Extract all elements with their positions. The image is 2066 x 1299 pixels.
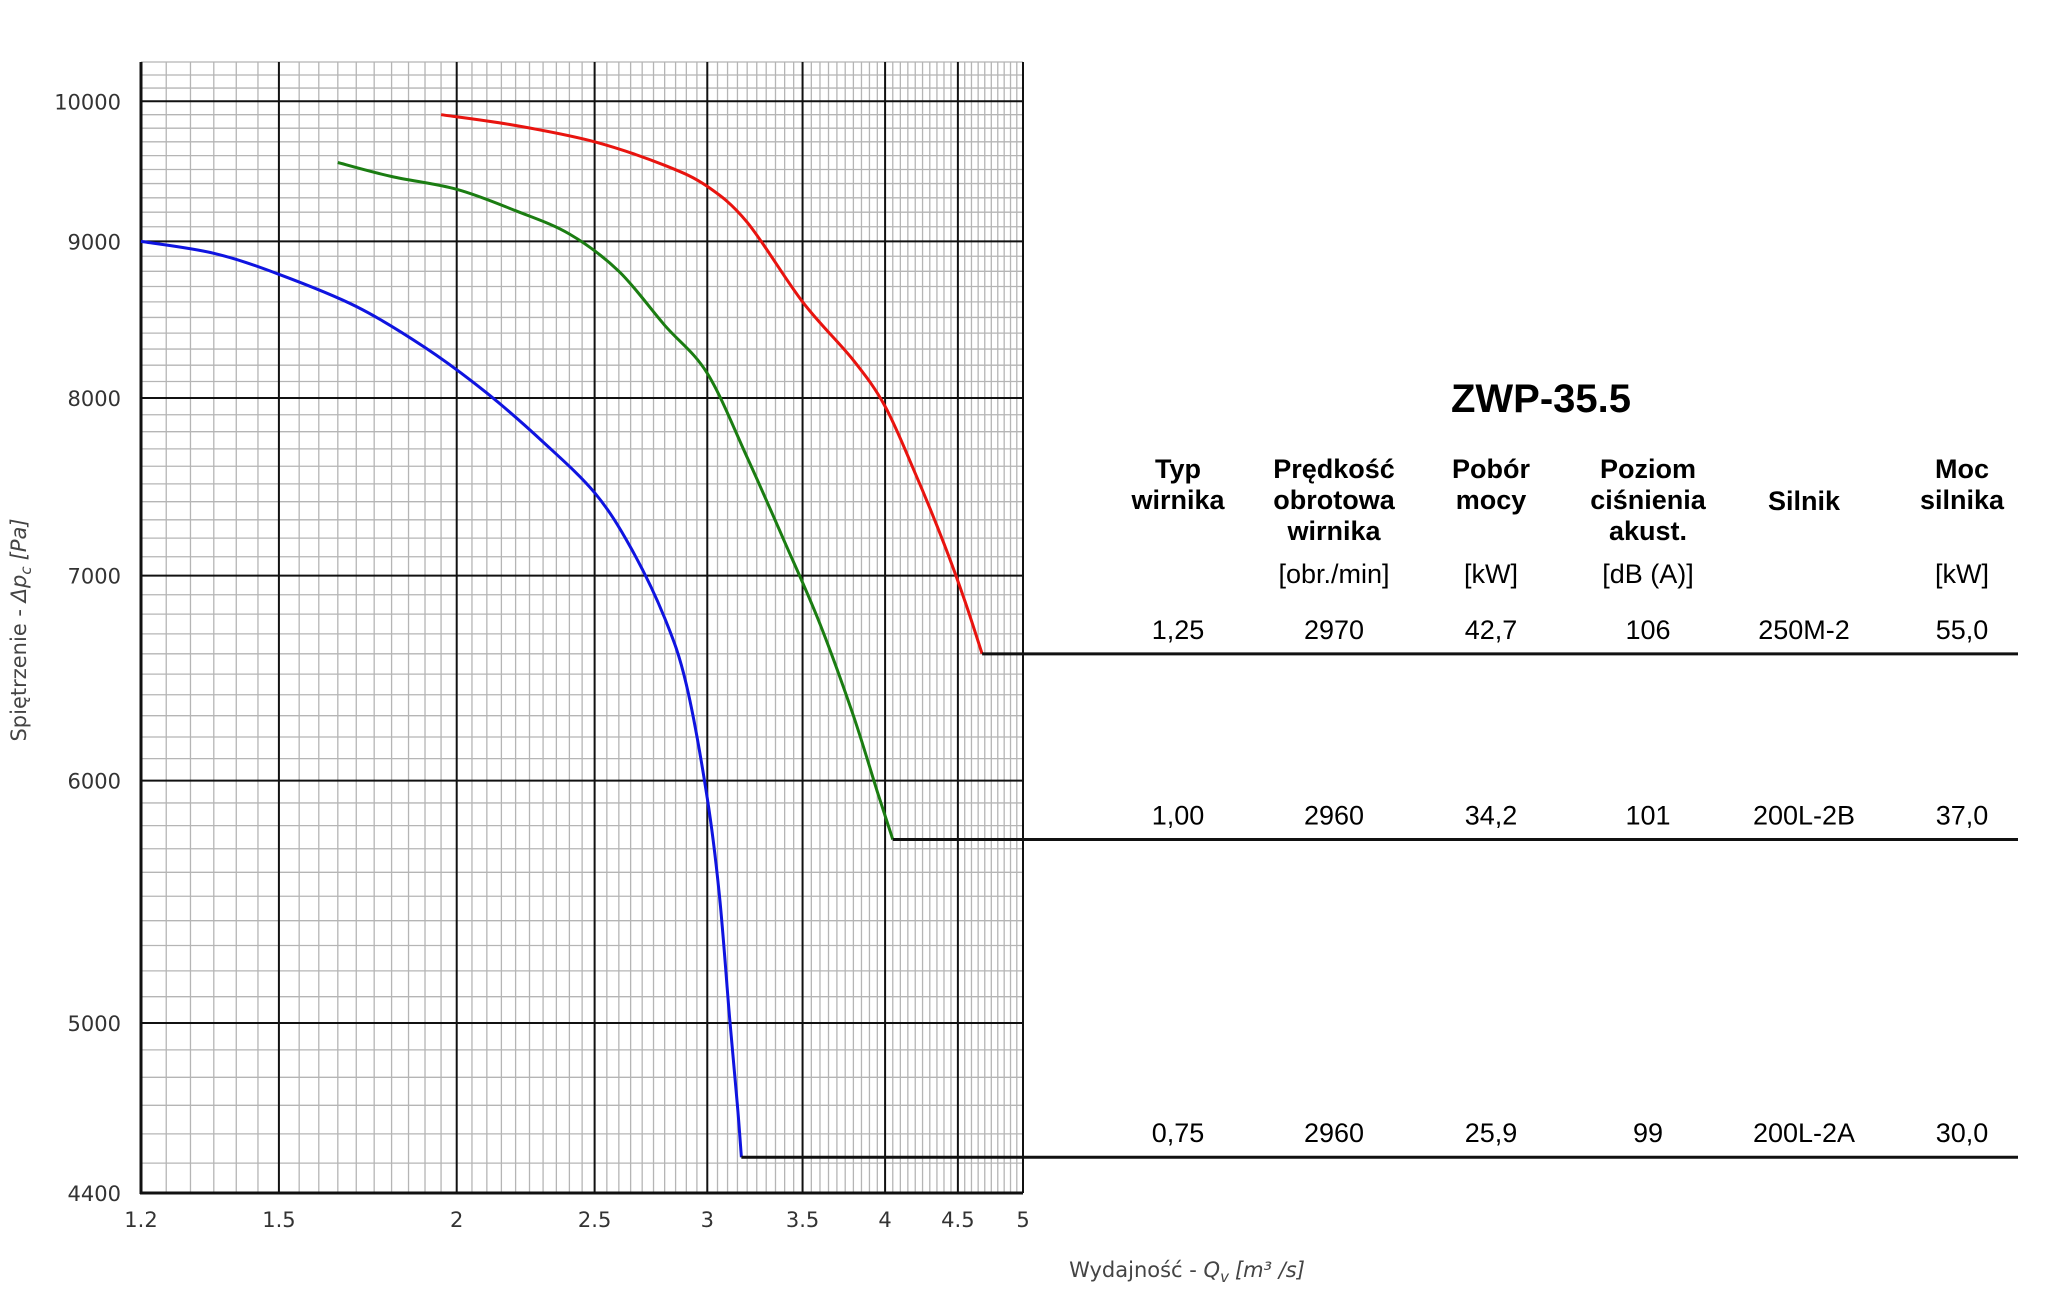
x-tick-label: 4 (878, 1208, 891, 1232)
y-tick-label: 7000 (68, 565, 121, 589)
leader-lines (741, 652, 2018, 1159)
curve-wirnik-1-25 (440, 113, 984, 655)
table-header-line: akust. (1609, 516, 1687, 546)
table-row: 1,00 2960 34,2 101 200L-2B 37,0 (1152, 800, 1989, 830)
table-cell: 106 (1625, 615, 1670, 645)
table-cell: 250M-2 (1758, 615, 1850, 645)
table-cell: 0,75 (1152, 1118, 1205, 1148)
x-tick-label: 3 (701, 1208, 714, 1232)
x-tick-label: 2.5 (578, 1208, 611, 1232)
x-tick-label: 5 (1016, 1208, 1029, 1232)
table-cell: 55,0 (1936, 615, 1989, 645)
table-cell: 1,25 (1152, 615, 1205, 645)
table-header-unit: [dB (A)] (1602, 559, 1694, 589)
table-cell: 2970 (1304, 615, 1364, 645)
table-cell: 2960 (1304, 1118, 1364, 1148)
table-cell: 99 (1633, 1118, 1663, 1148)
curve-wirnik-0-75 (140, 239, 743, 1158)
y-tick-label: 5000 (68, 1012, 121, 1036)
table-header-line: wirnika (1130, 485, 1225, 515)
y-tick-label: 8000 (68, 387, 121, 411)
table-header-line: ciśnienia (1590, 485, 1707, 515)
table-rows: 1,25 2970 42,7 106 250M-2 55,0 1,00 2960 34,2 101… (1152, 615, 1989, 1148)
table-cell: 200L-2B (1753, 800, 1855, 830)
y-tick-label: 9000 (68, 230, 121, 254)
x-tick-labels: 1.2 1.5 2 2.5 3 3.5 4 4.5 5 (124, 1208, 1029, 1232)
grid-minor (141, 61, 1023, 1193)
table-header-line: silnika (1920, 485, 2005, 515)
x-tick-label: 1.2 (124, 1208, 157, 1232)
table-cell: 34,2 (1465, 800, 1518, 830)
table-header-line: obrotowa (1273, 485, 1395, 515)
model-title: ZWP-35.5 (1451, 377, 1631, 421)
table-headers: TypwirnikaPrędkośćobrotowawirnika[obr./m… (1130, 454, 2005, 589)
table-header-line: Poziom (1600, 454, 1696, 484)
table-header-line: Typ (1155, 454, 1201, 484)
table-header-unit: [kW] (1464, 559, 1518, 589)
table-header-unit: [obr./min] (1278, 559, 1389, 589)
table-cell: 101 (1625, 800, 1670, 830)
table-cell: 1,00 (1152, 800, 1205, 830)
table-cell: 200L-2A (1753, 1118, 1855, 1148)
table-header-line: wirnika (1286, 516, 1381, 546)
table-header-line: Moc (1935, 454, 1989, 484)
table-cell: 37,0 (1936, 800, 1989, 830)
y-tick-label: 6000 (68, 770, 121, 794)
x-tick-label: 3.5 (786, 1208, 819, 1232)
x-tick-label: 1.5 (262, 1208, 295, 1232)
y-tick-label: 10000 (54, 90, 121, 114)
y-tick-label: 4400 (68, 1182, 121, 1206)
table-row: 0,75 2960 25,9 99 200L-2A 30,0 (1152, 1118, 1989, 1148)
table-cell: 42,7 (1465, 615, 1518, 645)
curve-wirnik-1-00 (337, 161, 895, 840)
table-row: 1,25 2970 42,7 106 250M-2 55,0 (1152, 615, 1989, 645)
table-header-line: Silnik (1768, 486, 1841, 516)
y-axis-label: Spiętrzenie - Δpc[Pa] (7, 518, 35, 741)
x-axis-label: Wydajność - Qv [m³ /s] (1069, 1258, 1305, 1286)
table-cell: 2960 (1304, 800, 1364, 830)
table-header-line: Pobór (1452, 454, 1530, 484)
performance-curves (140, 113, 984, 1158)
table-header-line: Prędkość (1273, 454, 1395, 484)
table-header-line: mocy (1456, 485, 1527, 515)
table-cell: 30,0 (1936, 1118, 1989, 1148)
table-cell: 25,9 (1465, 1118, 1518, 1148)
table-header-unit: [kW] (1935, 559, 1989, 589)
x-tick-label: 2 (450, 1208, 463, 1232)
axes (139, 62, 1023, 1195)
y-tick-labels: 4400 5000 6000 7000 8000 9000 10000 (54, 90, 121, 1206)
x-tick-label: 4.5 (941, 1208, 974, 1232)
